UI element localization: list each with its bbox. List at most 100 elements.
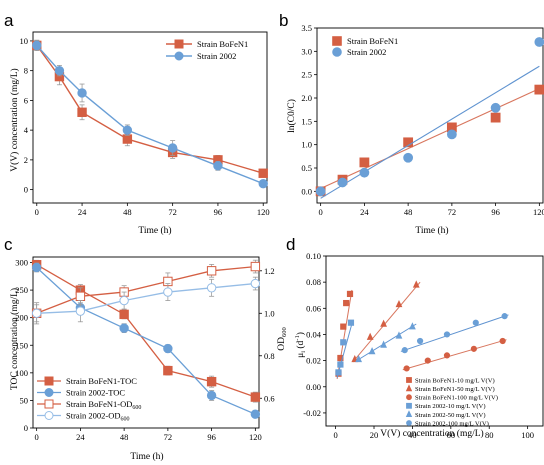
chart-d-series-1-point [380,319,388,327]
chart-c-x-tick-label: 120 [249,432,262,442]
chart-c-x-tick-label: 72 [164,432,173,442]
chart-b-series-1-point [534,37,544,47]
chart-a-y-tick-label: 0 [24,185,28,195]
chart-c-series-3-line [36,282,256,314]
chart-c-legend-marker [44,399,54,409]
chart-b-y-tick-label: 0.0 [301,186,312,196]
chart-a-series-1-point [32,40,42,51]
chart-b-x-tick-label: 48 [404,207,413,217]
chart-d-legend-label: Strain BoFeN1-50 mg/L V(V) [415,386,495,393]
chart-d-legend-label: Strain 2002-10 mg/L V(V) [415,403,486,410]
chart-a-legend-label: Strain 2002 [197,51,236,61]
chart-c-series-3-point [206,283,217,293]
chart-d-y-tick-label: -0.02 [303,408,321,418]
chart-d-series-4-point [368,347,376,355]
chart-a-legend-label: Strain BoFeN1 [197,39,248,49]
chart-c-series-2-point [250,261,261,272]
chart-c-legend-label: Strain BoFeN1-OD600 [66,399,141,411]
chart-c-legend-label: Strain BoFeN1-TOC [66,376,137,386]
chart-c-series-1-point [31,262,42,273]
chart-d-series-3-point [347,319,355,326]
chart-d-series-1-point [395,300,403,308]
chart-d-series-3-point [337,361,344,368]
chart-d-series-5-fit-line [400,314,509,352]
chart-a-series-0-line [36,44,264,174]
chart-a-series-0-point [122,134,133,144]
chart-a-y-tick-label: 8 [24,66,28,76]
chart-d-series-2-point [443,352,451,359]
chart-d-y-tick-label: 0.10 [306,251,321,261]
chart-c-y-tick-label: 0 [24,423,28,433]
chart-d-legend-marker [405,410,413,417]
chart-d-x-tick-label: 0 [333,430,337,440]
chart-b-y-tick-label: 3.0 [301,46,312,56]
chart-a-series-1-point [77,88,87,98]
chart-a-x-tick-label: 0 [35,207,39,217]
chart-c-series-0-point [163,365,173,376]
chart-d-series-1-point [351,354,359,363]
chart-d-legend-marker [405,384,413,392]
chart-c-x-tick-label: 48 [120,432,129,442]
chart-d-y-tick-label: 0.04 [306,329,322,339]
chart-c-series-1-point [250,409,261,419]
chart-c-y-title: TOC concentration (mg/L) [9,288,20,390]
chart-d-series-2-point [499,337,506,345]
chart-c-series-3-point [119,295,129,306]
chart-c-y2-tick-label: 0.8 [264,351,275,361]
chart-c-y-tick-label: 50 [20,395,29,405]
chart-c-y-tick-label: 250 [15,285,28,295]
chart-d-y-tick-label: 0.08 [306,277,321,287]
chart-c-series-3-point [250,278,261,289]
chart-b-series-1-fit-line [320,65,540,199]
chart-b-series-1-point [315,186,326,197]
chart-b-series-1-point [446,129,457,140]
chart-b-series-1-point [337,177,348,188]
chart-d-legend-label: Strain 2002-50 mg/L V(V) [415,412,486,419]
chart-a-series-0-point [77,107,87,117]
chart-d-series-1-fit-line [352,281,421,363]
chart-a-x-tick-label: 72 [168,207,177,217]
chart-a-x-tick-label: 48 [123,207,132,217]
panel-label-b: b [279,11,288,30]
chart-c-series-3-point [163,287,173,297]
chart-c-series-3-point [31,308,42,318]
chart-c-series-1-point [206,390,217,401]
chart-c-y2-tick-label: 1.0 [264,308,275,318]
chart-c-x-title: Time (h) [130,451,163,462]
chart-b-x-title: Time (h) [415,225,448,236]
chart-a-series-1-point [167,143,178,153]
chart-b-legend-label: Strain BoFeN1 [347,36,398,46]
chart-c-series-0-line [36,264,256,398]
chart-d-series-5-point [401,347,408,354]
chart-d-series-4-point [409,322,416,330]
chart-b-series-1-point [403,152,414,163]
chart-d-legend-marker [406,377,412,383]
chart-a-x-tick-label: 24 [78,207,87,217]
chart-c-legend-marker [44,388,54,397]
chart-b-y-tick-label: 3.5 [301,23,312,33]
chart-c-legend-marker [44,376,54,386]
chart-d-series-3-point [340,339,347,346]
chart-d-series-1-point [366,332,374,340]
chart-c-y-tick-label: 100 [15,368,28,378]
chart-b-y-tick-label: 2.5 [301,70,312,80]
chart-d-series-4-point [355,354,363,363]
panel-label-a: a [4,11,14,30]
chart-b-x-tick-label: 120 [533,207,544,217]
chart-d-series-5-point [416,337,424,345]
chart-c-y-tick-label: 200 [15,313,28,323]
chart-a-y-tick-label: 10 [20,36,29,46]
chart-d-legend-marker [406,420,412,426]
chart-d-series-2-fit-line [402,339,507,371]
panel-label-c: c [4,235,13,254]
chart-d-x-tick-label: 80 [485,430,494,440]
chart-c-legend-marker [44,411,54,420]
chart-a-x-tick-label: 120 [257,207,270,217]
chart-b-series-1-point [490,102,501,113]
chart-d-x-tick-label: 60 [447,430,456,440]
chart-a-series-1-point [213,161,223,171]
chart-b-y-tick-label: 0.5 [301,163,312,173]
